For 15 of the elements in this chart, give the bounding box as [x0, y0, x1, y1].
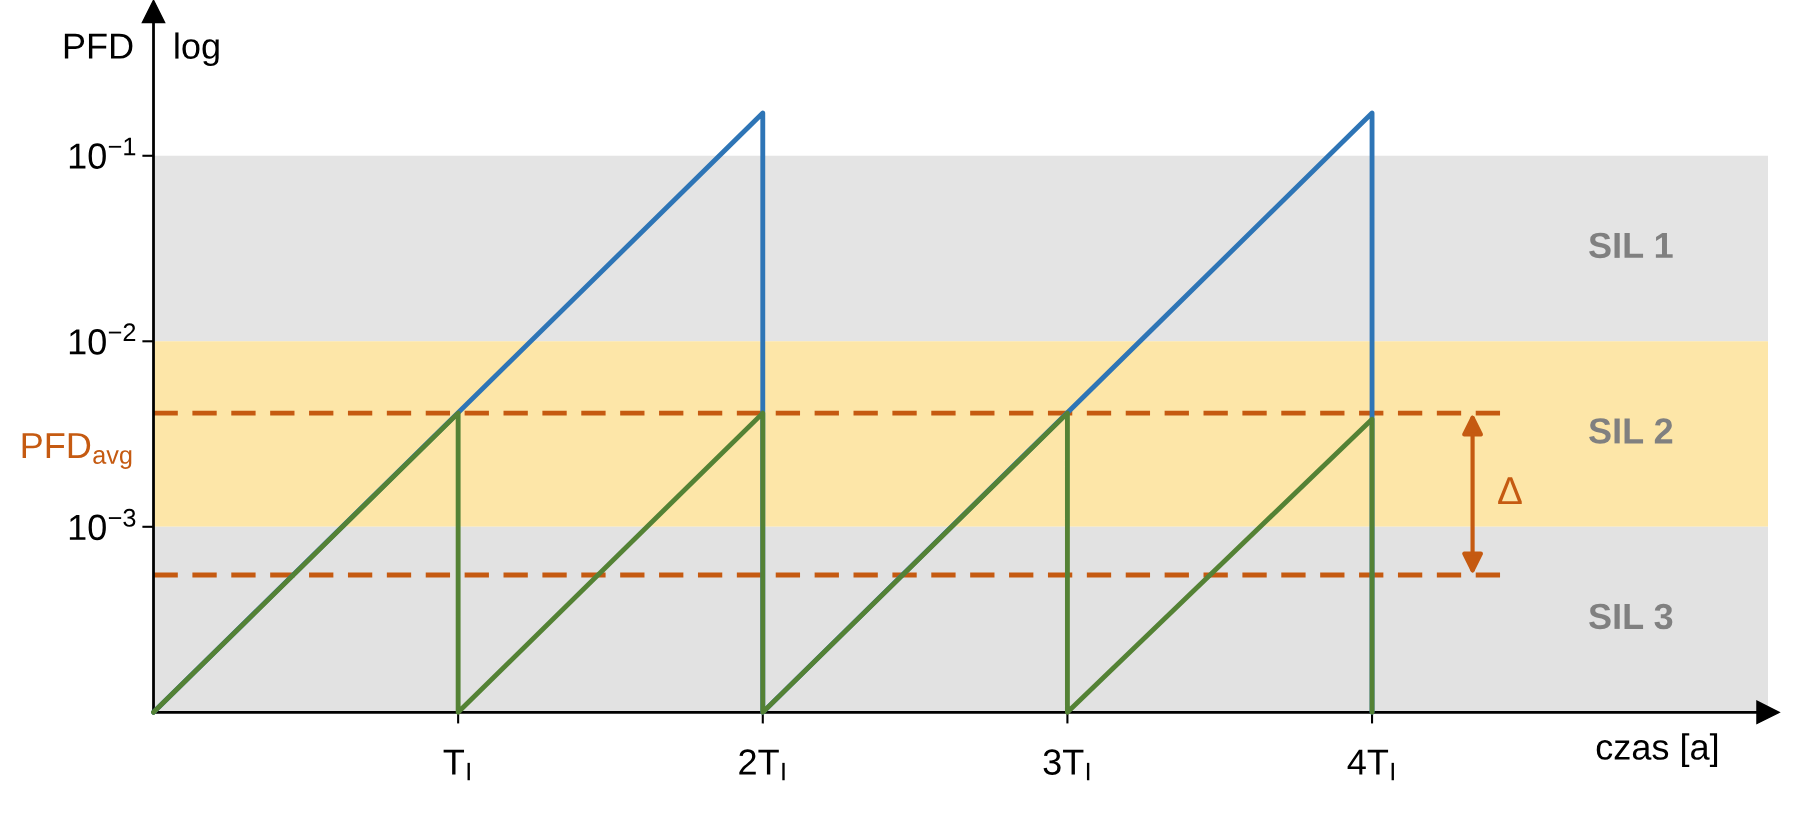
x-tick-label: 2T$_{I}$ — [739, 749, 785, 781]
band-label: SIL 2 — [1589, 418, 1673, 444]
band-label: SIL 3 — [1589, 603, 1673, 630]
y-tick-label: 10$^{−2}$ — [69, 323, 136, 355]
y-tick-label: 10$^{−1}$ — [69, 137, 136, 169]
band-label: SIL 1 — [1589, 232, 1673, 259]
x-tick-label: 3T$_{I}$ — [1043, 749, 1090, 781]
x-tick-label: 4T$_{I}$ — [1347, 749, 1394, 781]
x-tick-label: T$_{I}$ — [443, 749, 470, 781]
y-tick-label: 10$^{−3}$ — [69, 508, 136, 541]
annotation: log — [175, 32, 219, 67]
annotation: Δ — [1498, 477, 1522, 505]
ref-line-label: PFD$_{avg}$ — [22, 433, 132, 469]
x-axis-title: czas [a] — [1596, 733, 1718, 767]
y-axis-title: PFD — [64, 33, 133, 59]
